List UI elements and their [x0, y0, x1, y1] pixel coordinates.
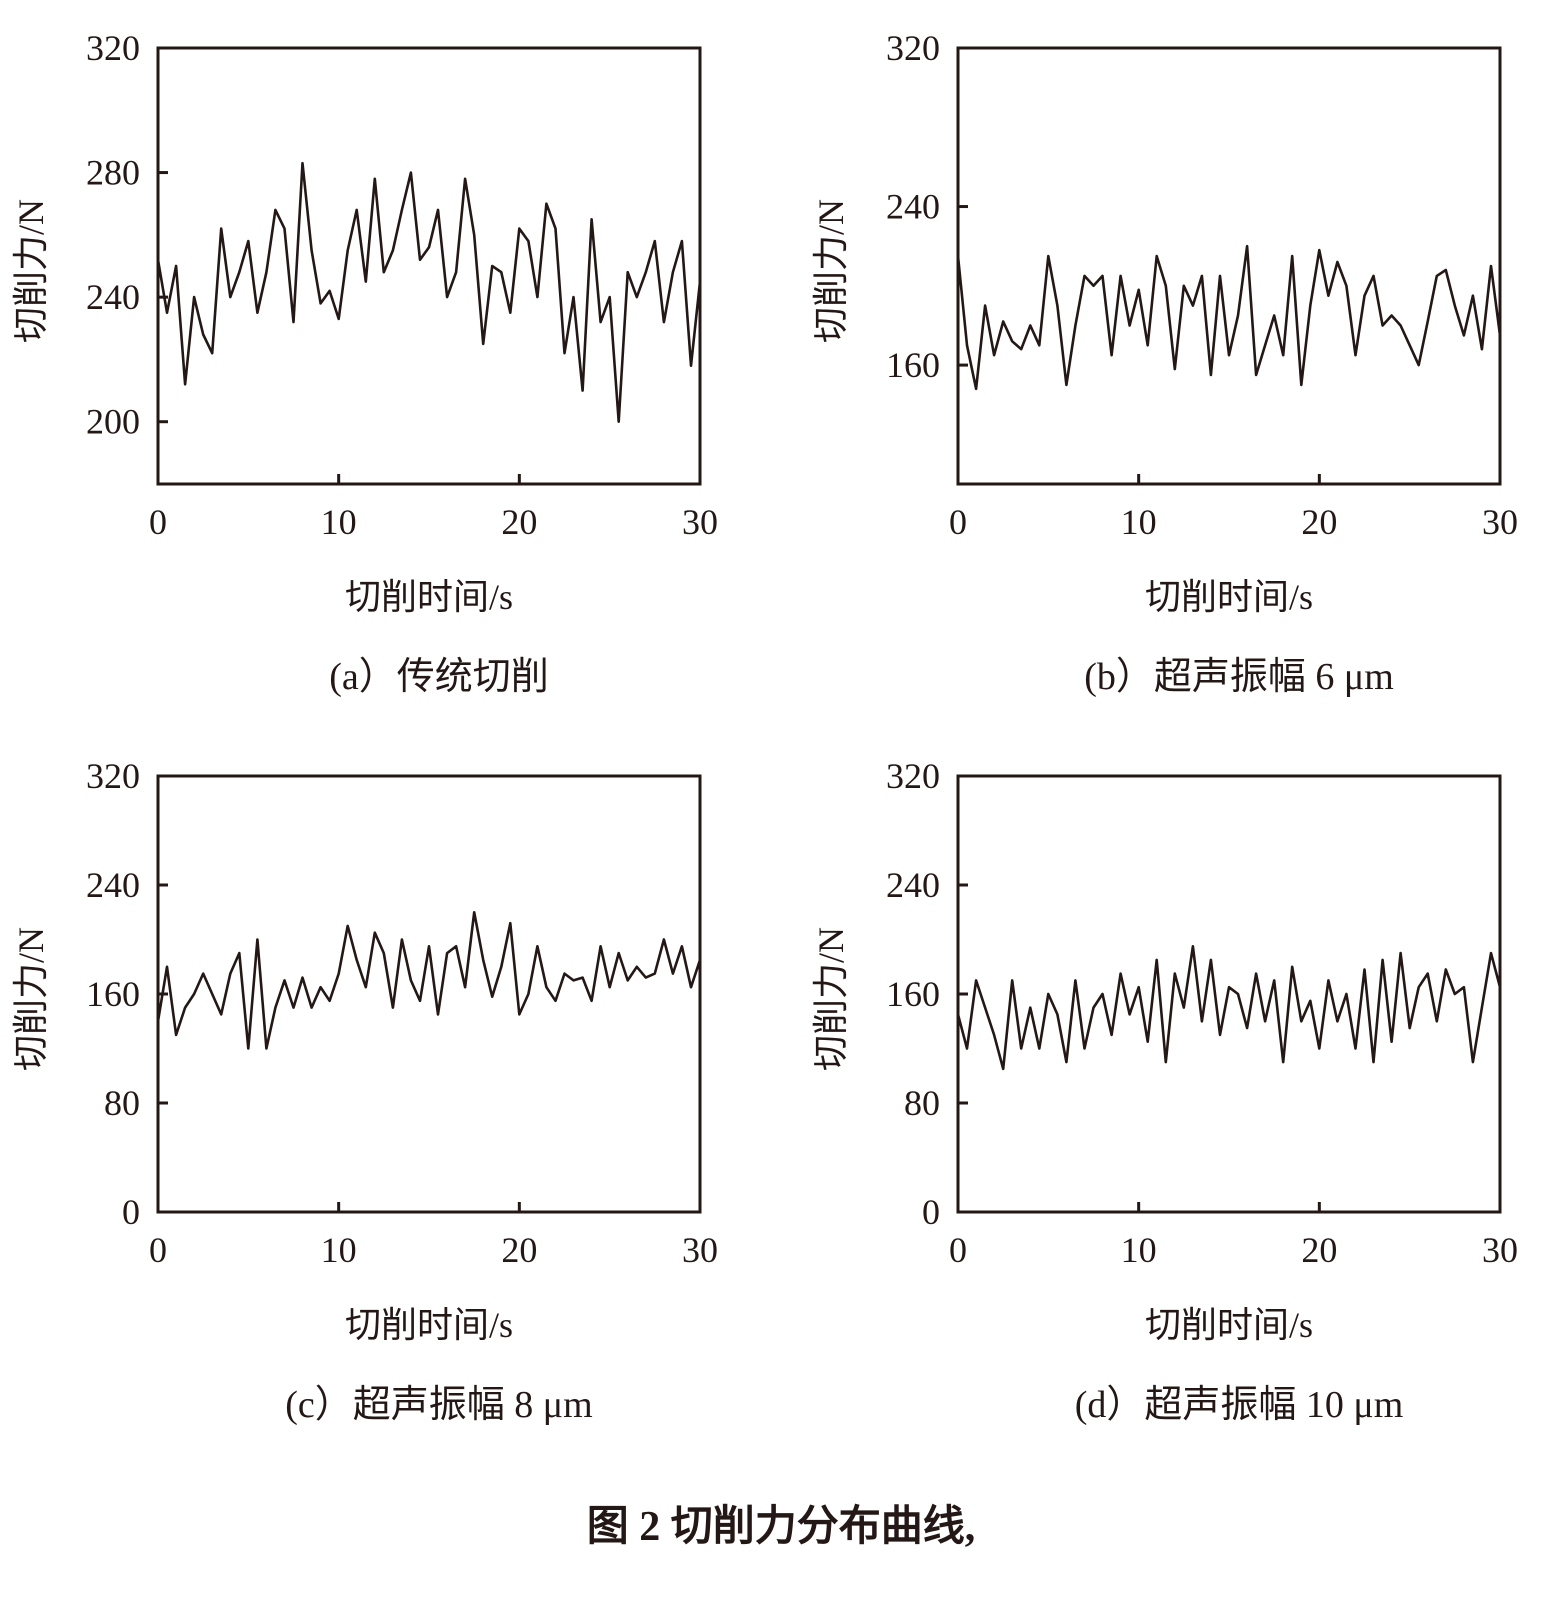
- subplot-a: 0 10 20 30 200 240 280 320 切削时间/s 切削力/N (a）传统切削: [11, 28, 718, 698]
- x-tick-label: 20: [1301, 502, 1337, 542]
- x-axis-label: 切削时间/s: [345, 1305, 513, 1345]
- series-line: [956, 944, 1502, 1071]
- y-axis-label: 切削力/N: [811, 199, 851, 343]
- plot-frame: [156, 46, 702, 486]
- subplot-d: 0 10 20 30 0 80 160 240 320 切削时间/s 切削力/N (d）超声振幅 10…: [811, 756, 1518, 1426]
- series-line: [156, 161, 702, 424]
- plot-frame: [156, 774, 702, 1214]
- x-tick-label: 30: [682, 502, 718, 542]
- subplot-title: (d）超声振幅 10 μm: [1075, 1384, 1404, 1426]
- y-axis-label: 切削力/N: [11, 199, 51, 343]
- y-tick-label: 80: [904, 1083, 940, 1123]
- y-axis-label: 切削力/N: [11, 927, 51, 1071]
- y-tick-label: 240: [86, 865, 140, 905]
- x-tick-label: 0: [149, 1230, 167, 1270]
- x-tick-label: 30: [1482, 502, 1518, 542]
- subplot-title: (c）超声振幅 8 μm: [285, 1384, 592, 1426]
- x-tick-label: 10: [321, 502, 357, 542]
- y-tick-label: 0: [922, 1192, 940, 1232]
- subplot-c: 0 10 20 30 0 80 160 240 320 切削时间/s 切削力/N (c）超声振幅 8 …: [11, 756, 718, 1426]
- x-tick-label: 30: [1482, 1230, 1518, 1270]
- x-tick-label: 20: [501, 502, 537, 542]
- subplot-b: 0 10 20 30 160 240 320 切削时间/s 切削力/N (b）超声振幅 6 μm: [811, 28, 1518, 698]
- subplot-title: (a）传统切削: [329, 656, 549, 698]
- x-tick-label: 20: [501, 1230, 537, 1270]
- y-tick-label: 320: [886, 28, 940, 68]
- series-line: [156, 910, 702, 1050]
- y-tick-label: 320: [886, 756, 940, 796]
- y-tick-label: 160: [886, 345, 940, 385]
- x-axis-label: 切削时间/s: [1145, 1305, 1313, 1345]
- y-tick-label: 200: [86, 402, 140, 442]
- x-tick-label: 10: [1121, 502, 1157, 542]
- y-tick-label: 160: [86, 974, 140, 1014]
- y-tick-label: 160: [886, 974, 940, 1014]
- y-tick-label: 320: [86, 756, 140, 796]
- y-axis-label: 切削力/N: [811, 927, 851, 1071]
- y-tick-label: 80: [104, 1083, 140, 1123]
- x-tick-label: 0: [149, 502, 167, 542]
- subplot-title: (b）超声振幅 6 μm: [1084, 656, 1394, 698]
- x-tick-label: 20: [1301, 1230, 1337, 1270]
- y-tick-label: 320: [86, 28, 140, 68]
- x-tick-label: 10: [321, 1230, 357, 1270]
- x-axis-label: 切削时间/s: [345, 577, 513, 617]
- plot-frame: [956, 46, 1502, 486]
- x-axis-label: 切削时间/s: [1145, 577, 1313, 617]
- y-tick-label: 0: [122, 1192, 140, 1232]
- x-tick-label: 30: [682, 1230, 718, 1270]
- series-line: [956, 244, 1502, 391]
- y-tick-label: 280: [86, 153, 140, 193]
- figure-caption: 图 2 切削力分布曲线,: [587, 1503, 976, 1550]
- x-tick-label: 0: [949, 1230, 967, 1270]
- y-tick-label: 240: [86, 277, 140, 317]
- x-tick-label: 10: [1121, 1230, 1157, 1270]
- y-tick-label: 240: [886, 865, 940, 905]
- y-tick-label: 240: [886, 187, 940, 227]
- x-tick-label: 0: [949, 502, 967, 542]
